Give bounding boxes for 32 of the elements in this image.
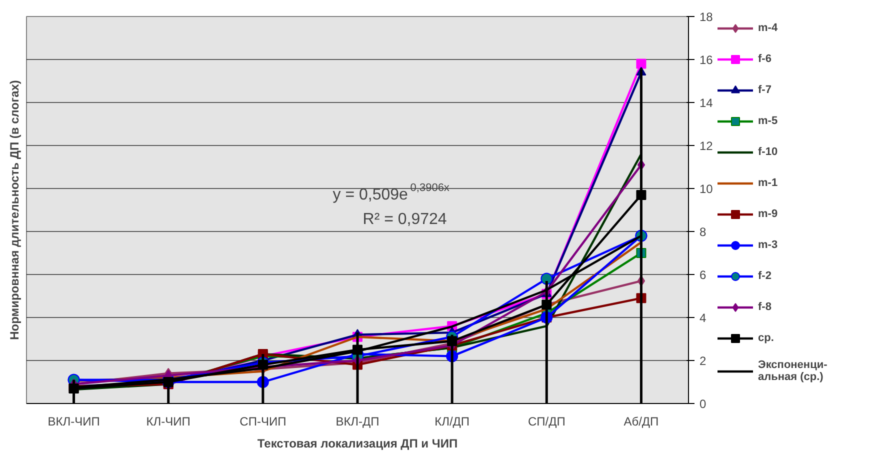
x-tick-label: ВКЛ-ДП [336,414,380,428]
legend-label: ср. [758,332,775,344]
legend-label: f-7 [758,84,772,96]
annotation: R² = 0,9724 [362,211,447,228]
legend-label: m-1 [758,177,778,189]
y-tick-label: 16 [700,53,714,67]
x-tick-label: СП/ДП [528,414,566,428]
x-axis-title: Текстовая локализация ДП и ЧИП [257,436,458,450]
legend-label: m-9 [758,208,778,220]
legend-label: f-6 [758,53,772,65]
y-tick-label: 2 [700,354,706,368]
x-tick-label: Аб/ДП [624,414,659,428]
x-tick-label: КЛ/ДП [434,414,470,428]
legend-label: m-3 [758,239,778,251]
y-tick-label: 8 [700,225,706,239]
y-tick-label: 0 [700,397,706,411]
legend-label: f-10 [758,146,778,158]
x-tick-label: ВКЛ-ЧИП [48,414,100,428]
y-axis-title: Нормировнная длительность ДП (в слогах) [8,80,22,340]
legend-label: Экспоненци- альная (ср.) [758,359,828,383]
y-tick-label: 6 [700,268,706,282]
y-tick-label: 10 [700,182,714,196]
y-tick-label: 18 [700,10,714,24]
legend-label: f-8 [758,301,772,313]
x-tick-label: КЛ-ЧИП [146,414,190,428]
y-tick-label: 4 [700,311,706,325]
y-tick-label: 14 [700,96,714,110]
legend-label: f-2 [758,270,772,282]
legend-label: m-4 [758,22,778,34]
legend-label: m-5 [758,115,778,127]
x-tick-label: СП-ЧИП [240,414,286,428]
y-tick-label: 12 [700,139,714,153]
